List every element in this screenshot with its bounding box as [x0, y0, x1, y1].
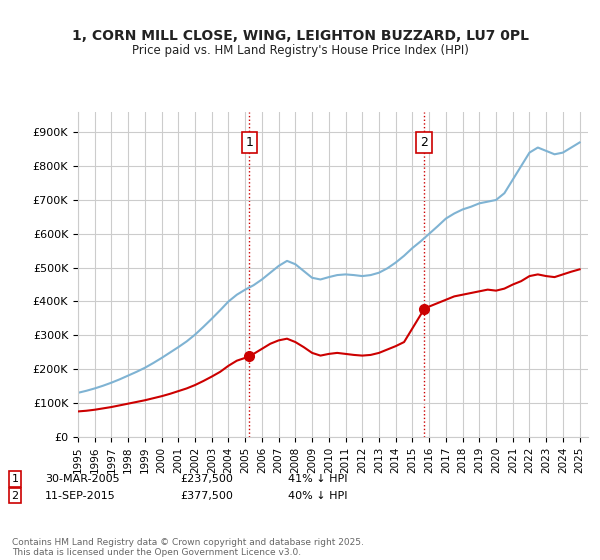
- Text: Contains HM Land Registry data © Crown copyright and database right 2025.
This d: Contains HM Land Registry data © Crown c…: [12, 538, 364, 557]
- Text: Price paid vs. HM Land Registry's House Price Index (HPI): Price paid vs. HM Land Registry's House …: [131, 44, 469, 57]
- Text: £237,500: £237,500: [180, 474, 233, 484]
- Text: 30-MAR-2005: 30-MAR-2005: [45, 474, 119, 484]
- Text: 2: 2: [11, 491, 19, 501]
- Text: 2: 2: [420, 136, 428, 149]
- Text: 11-SEP-2015: 11-SEP-2015: [45, 491, 116, 501]
- Text: £377,500: £377,500: [180, 491, 233, 501]
- Text: 1, CORN MILL CLOSE, WING, LEIGHTON BUZZARD, LU7 0PL: 1, CORN MILL CLOSE, WING, LEIGHTON BUZZA…: [71, 29, 529, 44]
- Text: 1: 1: [11, 474, 19, 484]
- Text: 1: 1: [245, 136, 253, 149]
- Text: 41% ↓ HPI: 41% ↓ HPI: [288, 474, 347, 484]
- Text: 40% ↓ HPI: 40% ↓ HPI: [288, 491, 347, 501]
